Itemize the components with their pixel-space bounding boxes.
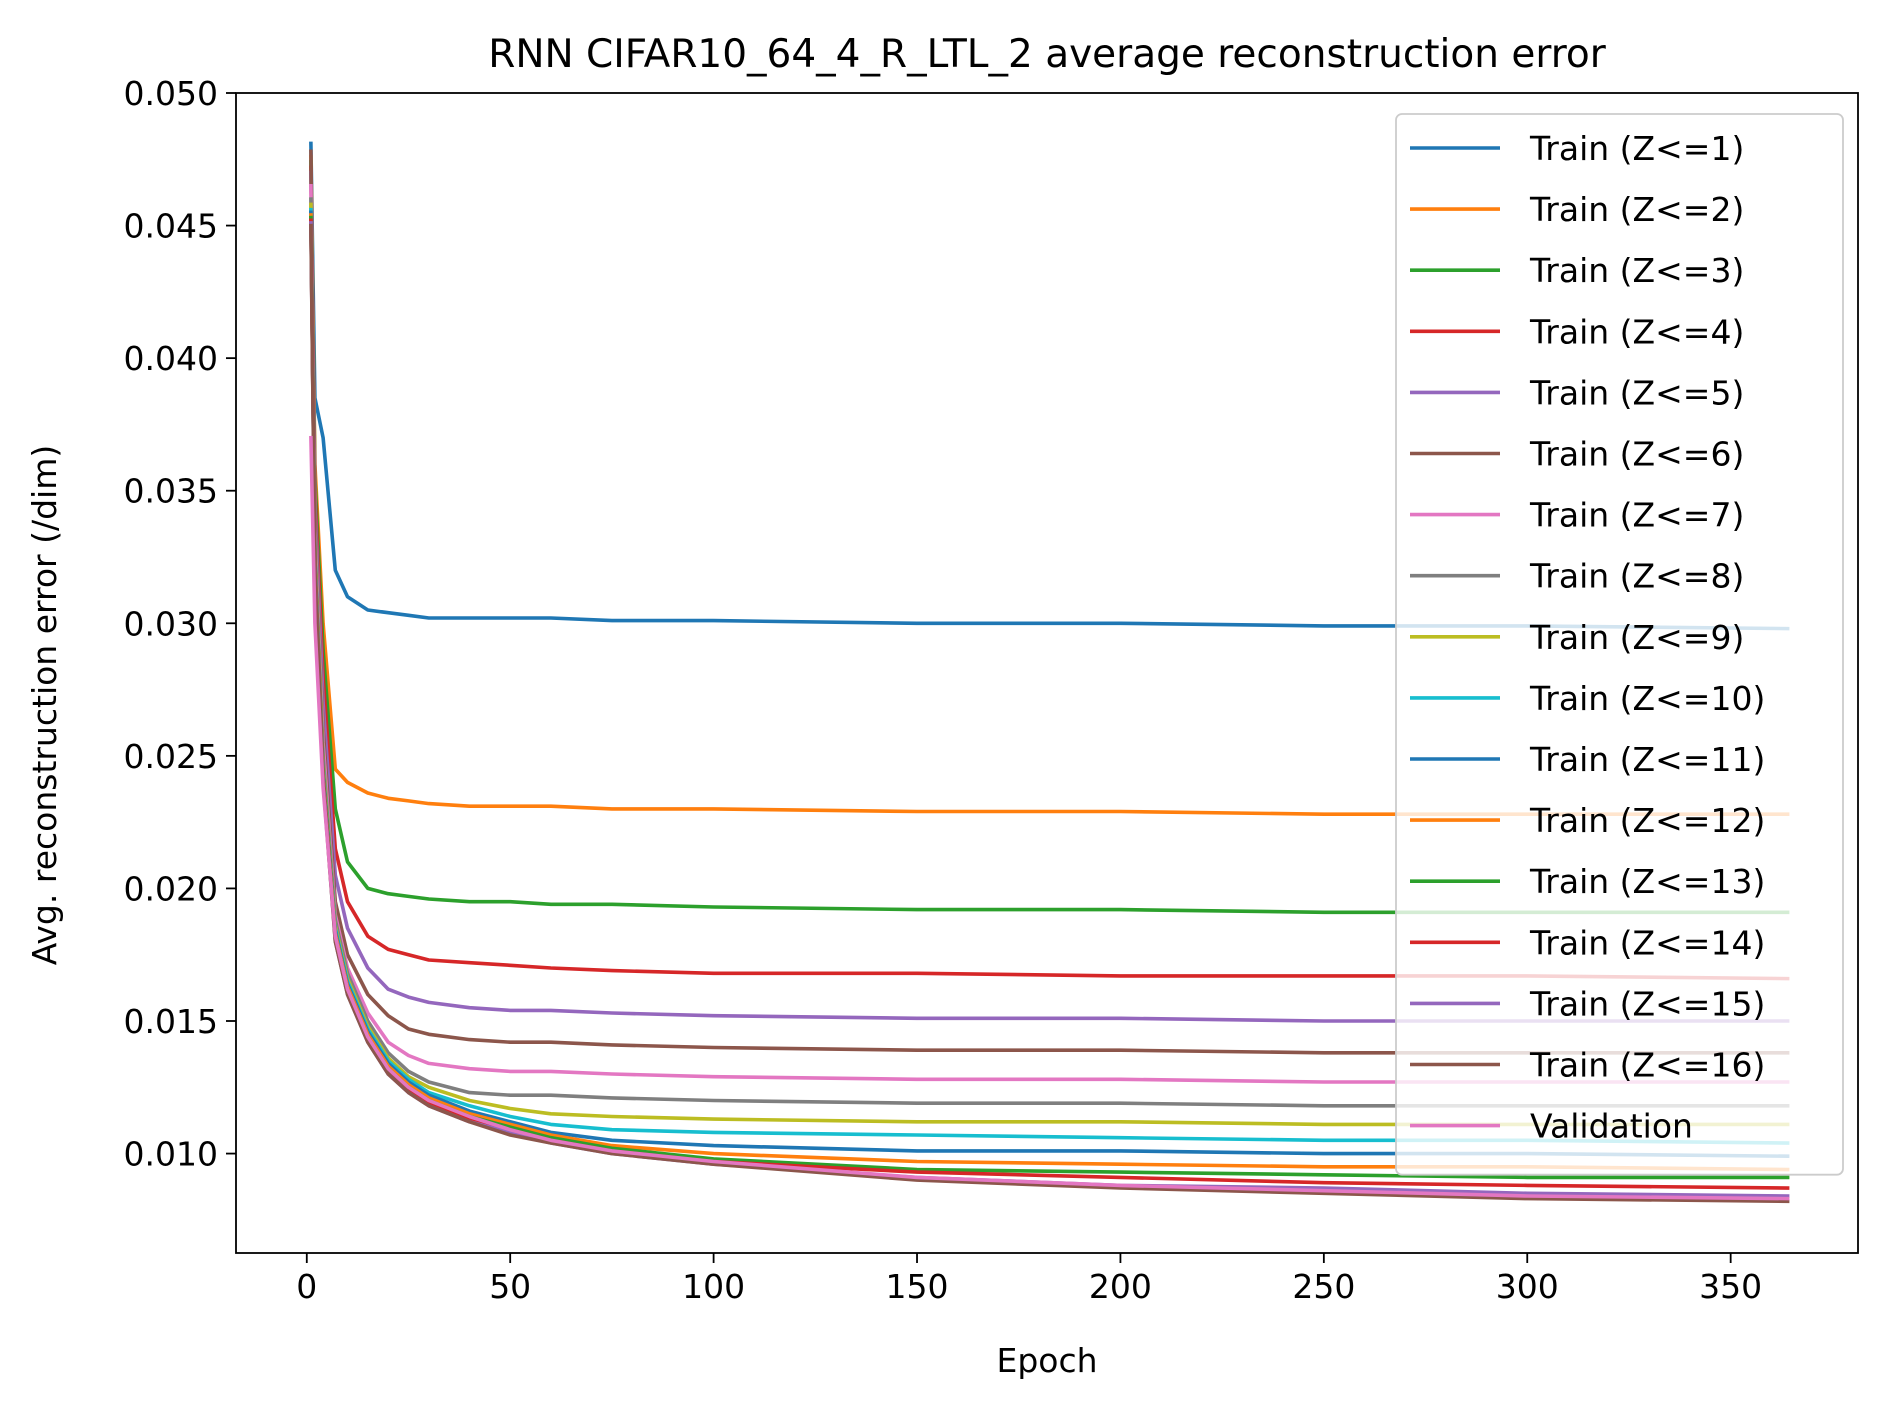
y-tick-label: 0.015 [124,1002,218,1041]
series-line-1 [309,141,1790,631]
legend-label: Train (Z<=8) [1529,557,1744,596]
legend-label: Train (Z<=15) [1529,984,1765,1023]
series-line-4 [309,165,1790,981]
x-axis-ticks: 0 50 100 150 200 250 300 350 [296,1253,1762,1306]
series-line-2 [309,154,1790,817]
legend-box [1395,113,1844,1176]
y-tick-label: 0.020 [124,869,218,908]
legend-label: Train (Z<=13) [1529,862,1765,901]
y-tick-label: 0.040 [124,339,218,378]
y-tick-label: 0.030 [124,604,218,643]
y-axis-ticks: 0.010 0.015 0.020 0.025 0.030 0.035 0.040 0.045… [124,74,236,1174]
legend-label: Train (Z<=5) [1529,373,1744,412]
legend: Train (Z<=1) Train (Z<=2) Train (Z<=3) Trai… [1395,113,1844,1176]
x-tick-label: 200 [1089,1267,1152,1306]
y-tick-label: 0.045 [124,207,218,246]
series-lines [309,141,1790,1204]
legend-label: Train (Z<=3) [1529,251,1744,290]
legend-label: Train (Z<=1) [1529,129,1744,168]
x-tick-label: 0 [296,1267,317,1306]
legend-label: Train (Z<=4) [1529,312,1744,351]
legend-label: Train (Z<=10) [1529,679,1765,718]
legend-label: Validation [1530,1107,1693,1146]
x-tick-label: 150 [886,1267,949,1306]
y-tick-label: 0.035 [124,472,218,511]
legend-label: Train (Z<=6) [1529,435,1744,474]
series-line-17 [309,435,1790,1201]
x-tick-label: 100 [682,1267,745,1306]
x-tick-label: 350 [1699,1267,1762,1306]
legend-label: Train (Z<=14) [1529,923,1765,962]
axes-frame [235,92,1859,1254]
legend-label: Train (Z<=7) [1529,496,1744,535]
series-line-5 [309,170,1790,1023]
x-tick-label: 250 [1292,1267,1355,1306]
x-tick-label: 50 [489,1267,531,1306]
legend-label: Train (Z<=12) [1529,801,1765,840]
series-line-3 [309,160,1790,915]
legend-label: Train (Z<=9) [1529,618,1744,657]
legend-label: Train (Z<=2) [1529,190,1744,229]
chart-title: RNN CIFAR10_64_4_R_LTL_2 average reconst… [488,32,1607,77]
legend-label: Train (Z<=11) [1529,740,1765,779]
plot-area: 0 50 100 150 200 250 300 350 0.010 0.015 0.020 0.02… [124,74,1859,1306]
y-tick-label: 0.025 [124,737,218,776]
x-axis-label: Epoch [996,1341,1097,1380]
y-tick-label: 0.050 [124,74,218,113]
y-axis-label: Avg. reconstruction error (/dim) [25,445,64,965]
y-tick-label: 0.010 [124,1135,218,1174]
legend-label: Train (Z<=16) [1529,1046,1765,1085]
x-tick-label: 300 [1496,1267,1559,1306]
